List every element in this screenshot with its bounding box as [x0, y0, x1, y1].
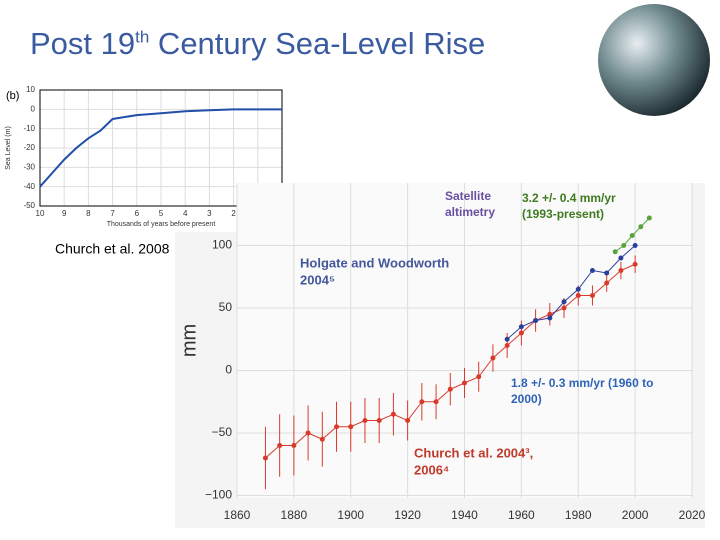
data-point: [632, 261, 638, 267]
x-tick-label: 6: [135, 209, 140, 218]
annotation: 2000): [511, 392, 542, 406]
data-point: [604, 280, 610, 286]
y-tick-label: 50: [219, 300, 233, 314]
data-point: [362, 418, 368, 423]
annotation: 2004⁵: [300, 272, 335, 287]
data-point: [589, 293, 595, 298]
data-point: [476, 374, 482, 380]
annotation: 2006⁴: [414, 462, 449, 477]
x-axis-label: Thousands of years before present: [107, 221, 216, 228]
x-tick-label: 1920: [394, 508, 421, 522]
data-point: [575, 286, 581, 292]
data-point: [561, 305, 567, 311]
x-tick-label: 1900: [337, 508, 364, 522]
y-tick-label: −50: [212, 425, 233, 439]
slide-title: Post 19th Century Sea-Level Rise: [30, 26, 485, 62]
data-point: [334, 424, 340, 430]
data-point: [646, 215, 652, 221]
y-tick-label: -20: [23, 143, 35, 152]
x-tick-label: 1980: [565, 508, 592, 522]
caption: Church et al. 2008: [55, 241, 170, 257]
y-axis-label: mm: [178, 324, 200, 357]
y-tick-label: -30: [23, 162, 35, 171]
data-point: [504, 343, 510, 348]
annotation: 1.8 +/- 0.3 mm/yr (1960 to: [511, 376, 653, 390]
data-point: [462, 380, 467, 386]
x-tick-label: 7: [110, 209, 115, 218]
data-point: [291, 443, 297, 448]
data-point: [262, 455, 268, 461]
x-tick-label: 2: [231, 209, 236, 218]
data-point: [419, 399, 425, 405]
y-tick-label: -40: [23, 182, 35, 191]
data-point: [547, 311, 553, 317]
data-point: [433, 399, 439, 405]
title-sup: th: [135, 27, 150, 47]
data-point: [612, 249, 618, 255]
data-point: [277, 443, 283, 448]
title-text: Post 19: [30, 26, 136, 61]
data-point: [618, 255, 624, 261]
x-tick-label: 2020: [679, 508, 706, 522]
data-point: [589, 268, 595, 273]
data-point: [390, 411, 396, 417]
data-point: [490, 355, 496, 361]
y-tick-label: 0: [31, 104, 36, 113]
data-point: [504, 336, 510, 342]
data-point: [405, 418, 411, 423]
x-tick-label: 2000: [622, 508, 649, 522]
globe: [598, 4, 710, 116]
x-tick-label: 3: [207, 209, 212, 218]
x-tick-label: 1960: [508, 508, 535, 522]
series-line: [39, 108, 282, 188]
x-tick-label: 1940: [451, 508, 478, 522]
data-point: [618, 268, 624, 273]
annotation: (1993-present): [522, 207, 604, 221]
panel-label: (b): [6, 90, 19, 102]
y-tick-label: 10: [26, 85, 35, 94]
data-point: [632, 243, 638, 248]
data-point: [604, 270, 610, 276]
data-point: [348, 424, 354, 430]
data-point: [447, 386, 453, 392]
data-point: [518, 324, 524, 330]
y-tick-label: 0: [225, 363, 232, 377]
y-tick-label: -10: [23, 124, 35, 133]
plot-frame: [39, 89, 283, 207]
series-line: [506, 245, 636, 340]
data-point: [621, 243, 627, 248]
data-point: [575, 293, 581, 298]
data-point: [305, 430, 311, 436]
y-axis-label: Sea Level (m): [5, 126, 12, 170]
x-tick-label: 10: [36, 209, 45, 218]
data-point: [376, 418, 382, 423]
annotation: altimetry: [445, 205, 495, 219]
annotation: Church et al. 2004³,: [414, 445, 533, 460]
annotation: 3.2 +/- 0.4 mm/yr: [522, 191, 616, 205]
data-point: [547, 315, 553, 321]
x-tick-label: 1880: [281, 508, 308, 522]
data-point: [561, 299, 567, 305]
annotation: Satellite: [445, 189, 491, 203]
y-tick-label: −100: [205, 488, 232, 502]
annotation: Holgate and Woodworth: [300, 255, 449, 270]
x-tick-label: 9: [62, 209, 67, 218]
title-text: Century Sea-Level Rise: [149, 26, 486, 61]
y-tick-label: 100: [212, 238, 232, 252]
x-tick-label: 1860: [224, 508, 251, 522]
x-tick-label: 5: [159, 209, 164, 218]
x-tick-label: 8: [86, 209, 91, 218]
data-point: [533, 318, 539, 323]
data-point: [629, 233, 635, 238]
y-tick-label: -50: [23, 201, 35, 210]
data-point: [638, 224, 644, 230]
data-point: [319, 436, 325, 442]
data-point: [518, 330, 524, 336]
x-tick-label: 4: [183, 209, 188, 218]
